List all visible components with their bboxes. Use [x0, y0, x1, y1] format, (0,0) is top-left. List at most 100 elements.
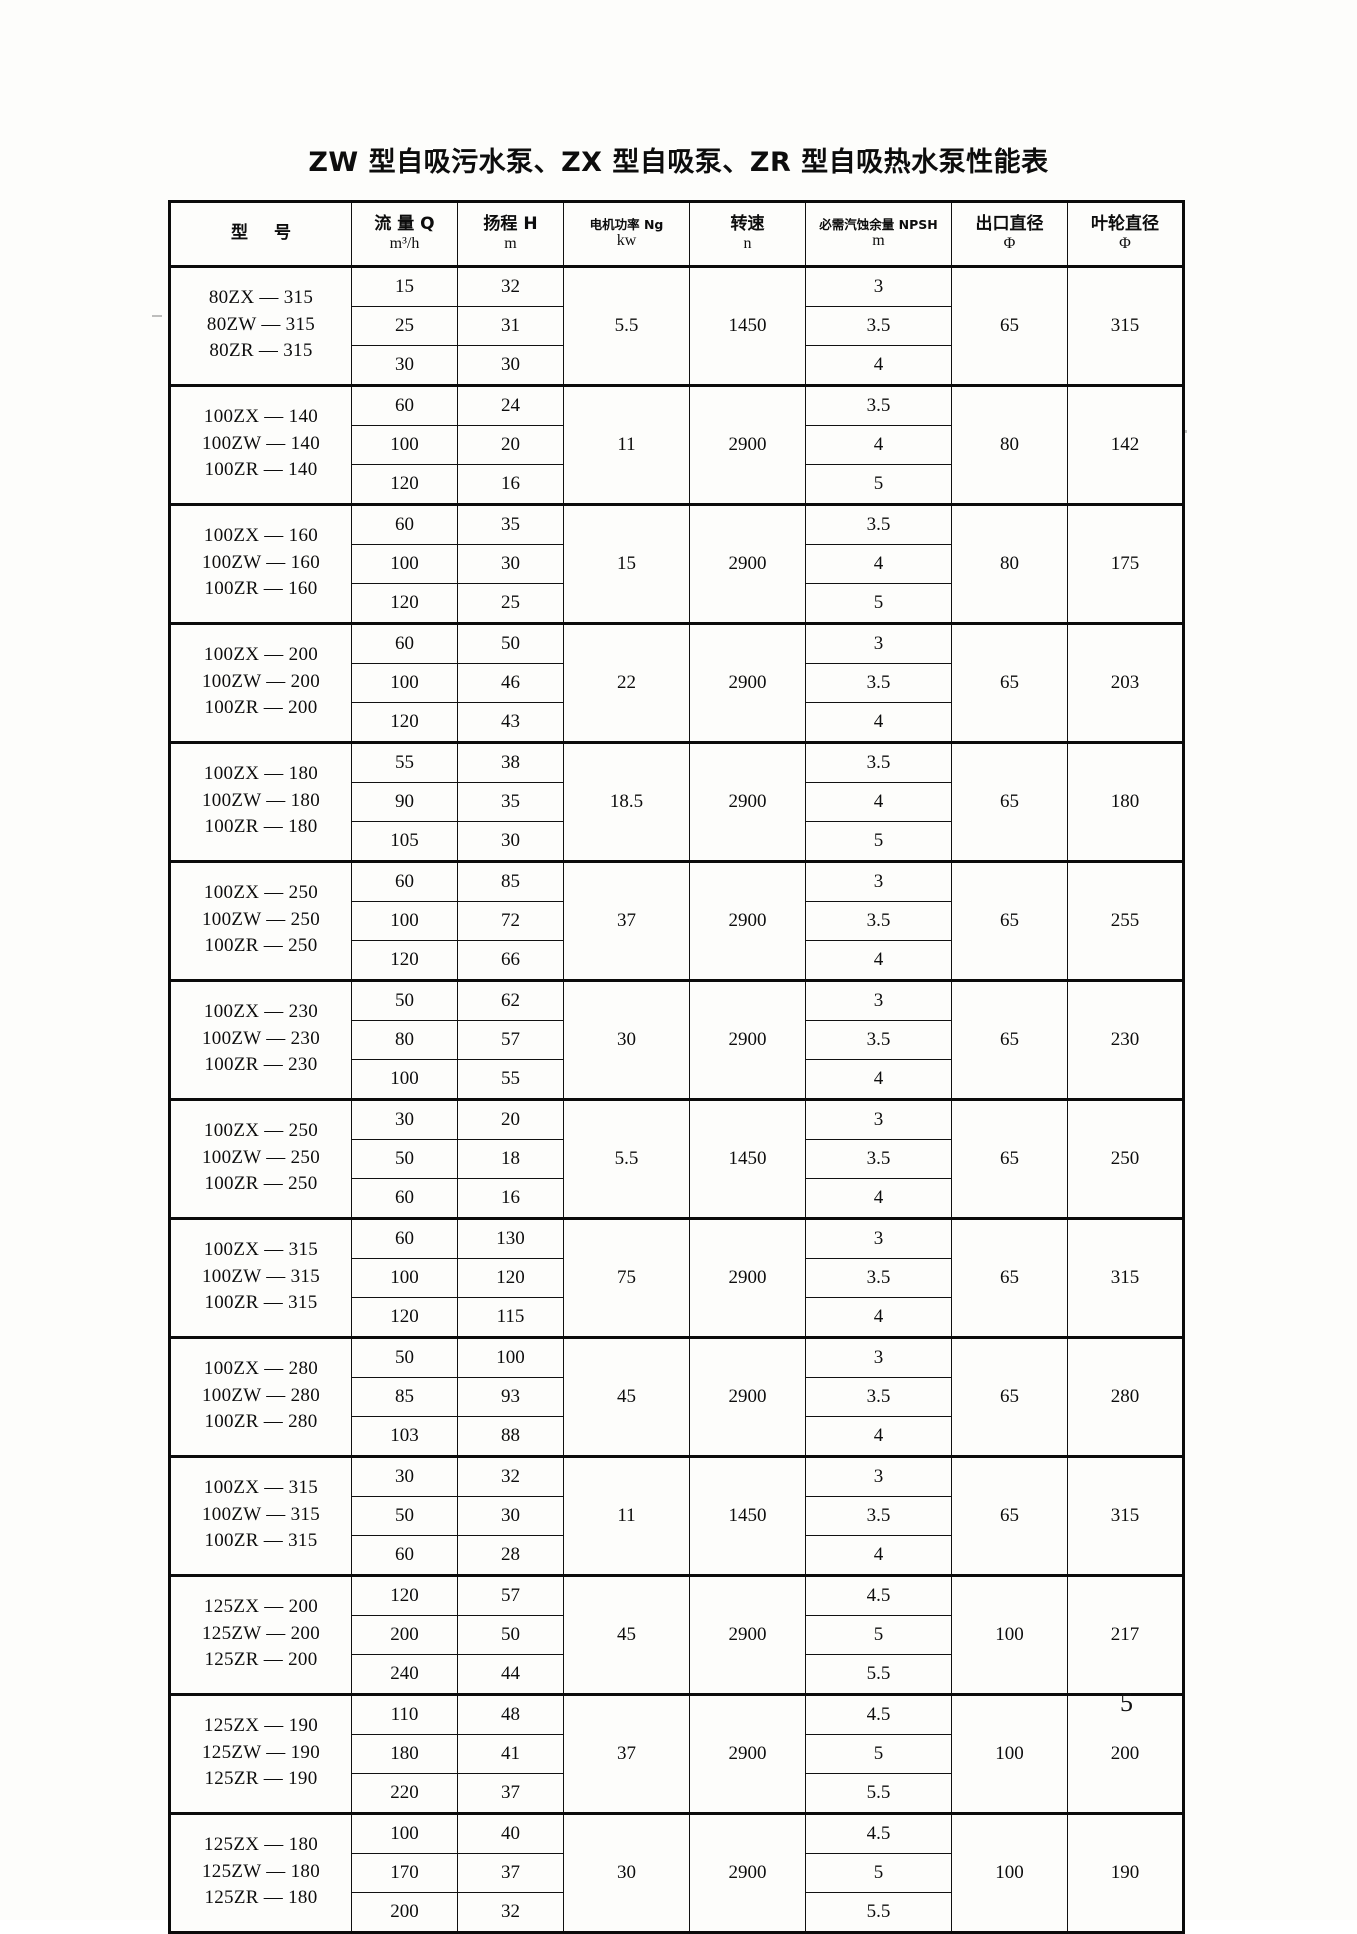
- cell-npsh: 4: [805, 782, 952, 822]
- cell-npsh: 5: [805, 1734, 952, 1774]
- cell-impeller-diameter: 315: [1067, 1455, 1184, 1576]
- cell-flow: 100: [351, 663, 458, 703]
- cell-flow: 60: [351, 1535, 458, 1576]
- cell-npsh: 4: [805, 1297, 952, 1338]
- cell-flow: 60: [351, 860, 458, 902]
- table-row: 60 28 4: [170, 1535, 1184, 1576]
- cell-flow: 100: [351, 1059, 458, 1100]
- cell-flow: 60: [351, 622, 458, 664]
- cell-speed: 1450: [689, 1098, 806, 1219]
- cell-npsh: 5.5: [805, 1892, 952, 1933]
- table-header-row: 型 号 流 量 Q m³/h 扬程 H m 电机功率 Ng kw: [169, 201, 1184, 268]
- model-name: 100ZX — 140: [203, 405, 319, 427]
- cell-flow: 170: [351, 1853, 458, 1893]
- model-name: 100ZX — 160: [203, 524, 319, 546]
- cell-flow: 60: [351, 384, 458, 426]
- cell-head: 18: [457, 1139, 564, 1179]
- col-header-flow-main: 流 量 Q: [374, 214, 435, 235]
- model-name: 80ZX — 315: [208, 286, 314, 308]
- cell-flow: 80: [351, 1020, 458, 1060]
- cell-npsh: 5.5: [805, 1773, 952, 1814]
- table-row: 105 30 5: [170, 821, 1184, 862]
- cell-flow: 120: [351, 464, 458, 505]
- model-name: 100ZW — 250: [202, 908, 320, 930]
- cell-model: 100ZX — 230 100ZW — 230 100ZR — 230: [169, 979, 352, 1100]
- model-name: 125ZW — 190: [202, 1741, 320, 1763]
- model-name: 100ZX — 315: [203, 1238, 319, 1260]
- cell-npsh: 4: [805, 940, 952, 981]
- table-row: 100ZX — 280 100ZW — 280 100ZR — 280 50 100 45…: [169, 1336, 1184, 1457]
- cell-impeller-diameter: 315: [1067, 265, 1184, 386]
- cell-npsh: 3: [805, 265, 952, 307]
- cell-npsh: 3: [805, 979, 952, 1021]
- table-row: 125ZX — 180 125ZW — 180 125ZR — 180 100 40 30…: [169, 1812, 1184, 1933]
- table-row: 120 66 4: [170, 940, 1184, 981]
- cell-npsh: 4: [805, 1059, 952, 1100]
- cell-npsh: 4: [805, 345, 952, 386]
- cell-outlet-diameter: 100: [951, 1574, 1068, 1695]
- table-row: 125ZX — 200 125ZW — 200 125ZR — 200 120 57 45…: [169, 1574, 1184, 1695]
- cell-npsh: 3.5: [805, 901, 952, 941]
- cell-speed: 2900: [689, 622, 806, 743]
- model-name: 100ZW — 200: [202, 670, 320, 692]
- cell-speed: 2900: [689, 1574, 806, 1695]
- cell-flow: 60: [351, 1178, 458, 1219]
- model-name: 125ZR — 180: [204, 1887, 318, 1909]
- table-row: 100ZX — 230 100ZW — 230 100ZR — 230 50 62 30 2…: [169, 979, 1184, 1100]
- table-row: 170 37 5: [170, 1853, 1184, 1893]
- cell-motor-power: 5.5: [563, 1098, 690, 1219]
- cell-motor-power: 30: [563, 1812, 690, 1933]
- cell-flow: 85: [351, 1377, 458, 1417]
- cell-npsh: 5: [805, 583, 952, 624]
- cell-outlet-diameter: 65: [951, 1336, 1068, 1457]
- model-name: 100ZR — 180: [204, 816, 318, 838]
- model-name: 100ZW — 230: [202, 1027, 320, 1049]
- cell-outlet-diameter: 65: [951, 1098, 1068, 1219]
- cell-npsh: 3: [805, 860, 952, 902]
- model-name: 125ZW — 180: [202, 1860, 320, 1882]
- cell-head: 115: [457, 1297, 564, 1338]
- col-header-impeller-diameter-unit: Φ: [1119, 234, 1131, 252]
- cell-speed: 1450: [689, 265, 806, 386]
- cell-head: 16: [457, 1178, 564, 1219]
- cell-npsh: 4: [805, 1416, 952, 1457]
- performance-table-wrap: 型 号 流 量 Q m³/h 扬程 H m 电机功率 Ng kw: [168, 200, 1185, 1934]
- cell-head: 35: [457, 782, 564, 822]
- model-name: 100ZX — 230: [203, 1000, 319, 1022]
- col-header-npsh-unit: m: [872, 231, 885, 249]
- cell-head: 30: [457, 1496, 564, 1536]
- cell-speed: 2900: [689, 503, 806, 624]
- cell-flow: 25: [351, 306, 458, 346]
- cell-npsh: 4: [805, 425, 952, 465]
- table-row: 100ZX — 160 100ZW — 160 100ZR — 160 60 35 15 2…: [169, 503, 1184, 624]
- cell-outlet-diameter: 80: [951, 503, 1068, 624]
- cell-head: 46: [457, 663, 564, 703]
- cell-impeller-diameter: 203: [1067, 622, 1184, 743]
- col-header-outlet-diameter-unit: Φ: [1003, 234, 1016, 252]
- pump-performance-table: 型 号 流 量 Q m³/h 扬程 H m 电机功率 Ng kw: [168, 200, 1185, 1934]
- cell-motor-power: 18.5: [563, 741, 690, 862]
- cell-head: 37: [457, 1773, 564, 1814]
- table-row: 100ZX — 315 100ZW — 315 100ZR — 315 30 32 11 1…: [169, 1455, 1184, 1576]
- cell-motor-power: 30: [563, 979, 690, 1100]
- table-header: 型 号 流 量 Q m³/h 扬程 H m 电机功率 Ng kw: [169, 201, 1184, 268]
- model-name: 100ZR — 280: [204, 1411, 318, 1433]
- cell-flow: 30: [351, 1455, 458, 1497]
- col-header-outlet-diameter-main: 出口直径: [975, 214, 1044, 235]
- cell-npsh: 4: [805, 1535, 952, 1576]
- cell-impeller-diameter: 217: [1067, 1574, 1184, 1695]
- cell-head: 57: [457, 1574, 564, 1616]
- model-name: 125ZR — 200: [204, 1649, 318, 1671]
- cell-flow: 30: [351, 345, 458, 386]
- model-name: 100ZR — 140: [204, 459, 318, 481]
- cell-model: 100ZX — 250 100ZW — 250 100ZR — 250: [169, 860, 352, 981]
- cell-impeller-diameter: 315: [1067, 1217, 1184, 1338]
- cell-motor-power: 22: [563, 622, 690, 743]
- cell-flow: 50: [351, 1139, 458, 1179]
- table-row: 100 30 4: [170, 544, 1184, 584]
- cell-npsh: 4.5: [805, 1693, 952, 1735]
- cell-npsh: 3.5: [805, 1258, 952, 1298]
- cell-model: 100ZX — 250 100ZW — 250 100ZR — 250: [169, 1098, 352, 1219]
- table-row: 100ZX — 200 100ZW — 200 100ZR — 200 60 50 22 2…: [169, 622, 1184, 743]
- table-row: 100 120 3.5: [170, 1258, 1184, 1298]
